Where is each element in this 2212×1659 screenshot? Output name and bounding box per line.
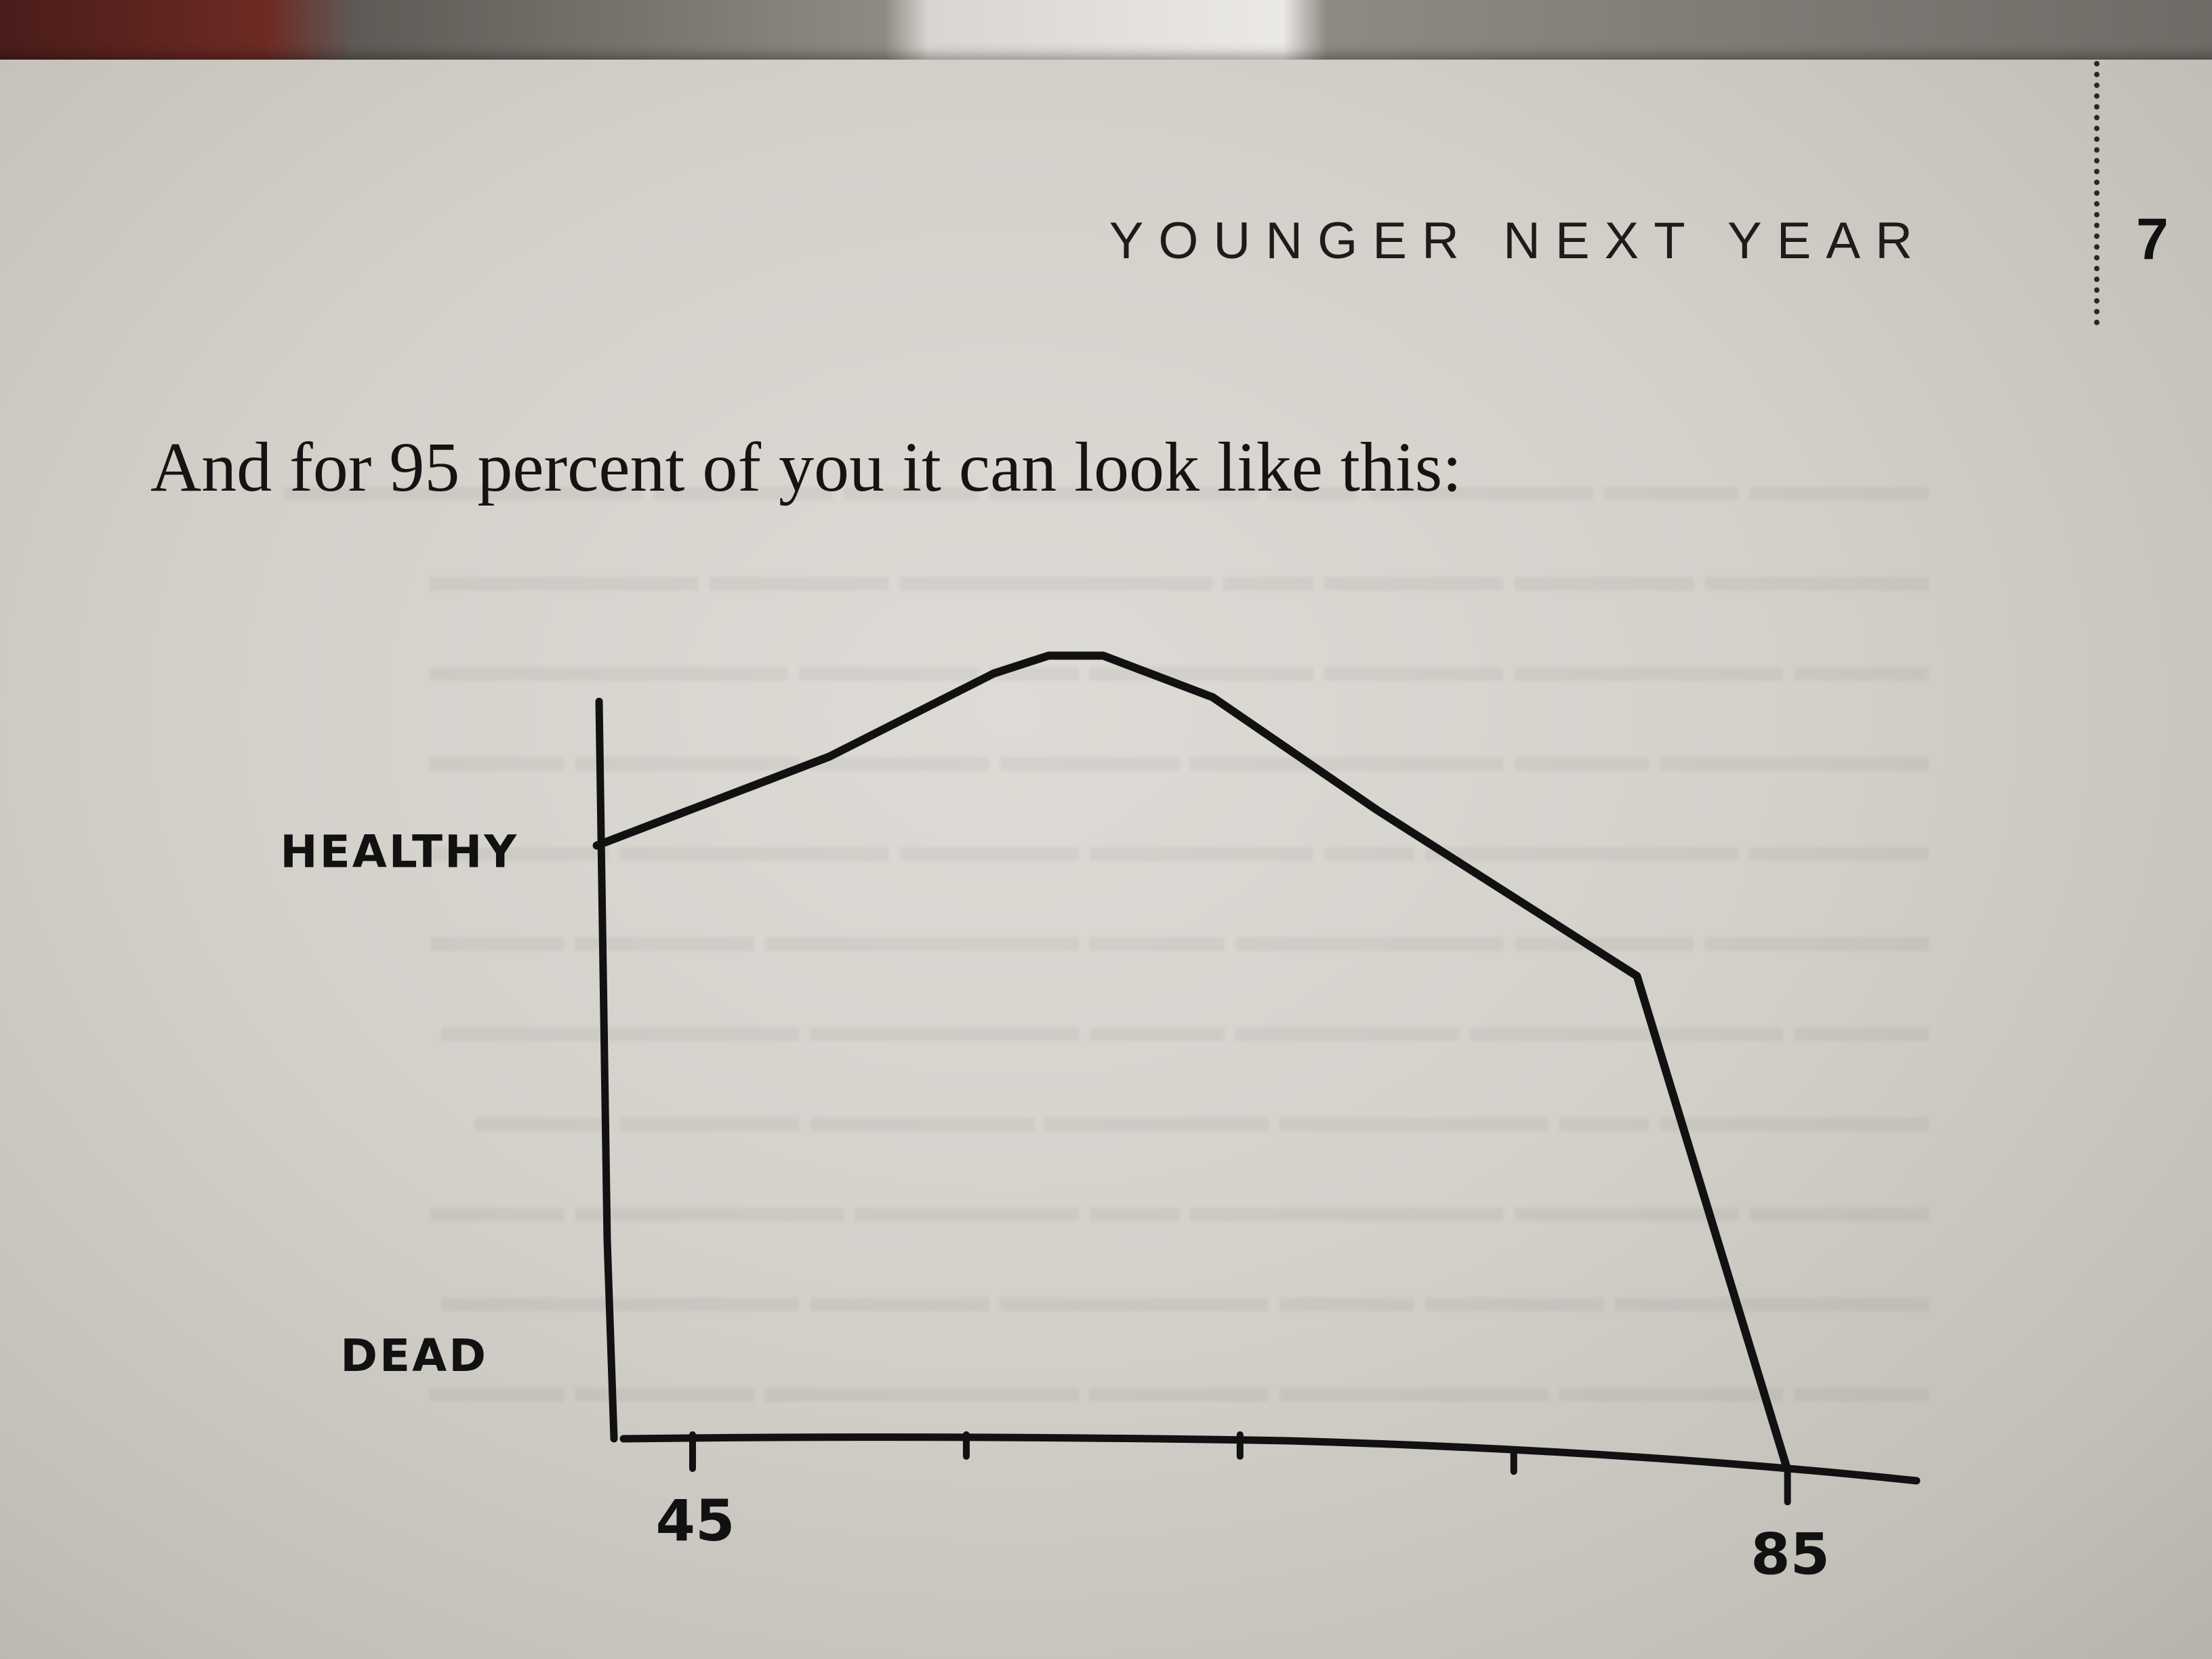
series-group [592,651,1792,1475]
body-paragraph: And for 95 percent of you it can look li… [150,428,1462,506]
x-tick-label-4: 85 [1750,1521,1830,1587]
x-axis [619,1433,1921,1485]
y-label-dead: DEAD [340,1330,488,1382]
folio-divider [2094,61,2100,325]
book-page [0,60,2212,1659]
x-ticks [689,1431,1791,1506]
page-number: 7 [2136,207,2169,272]
x-tick-label-0: 45 [656,1488,735,1554]
y-category-labels: HEALTHY DEAD [280,826,518,1382]
chart-axes [595,697,1921,1485]
y-label-healthy: HEALTHY [280,826,518,878]
x-tick-labels: 45 85 [656,1488,1830,1587]
health-curve-line [592,651,1792,1475]
running-head: YOUNGER NEXT YEAR [1109,212,1927,270]
y-axis [595,697,618,1443]
